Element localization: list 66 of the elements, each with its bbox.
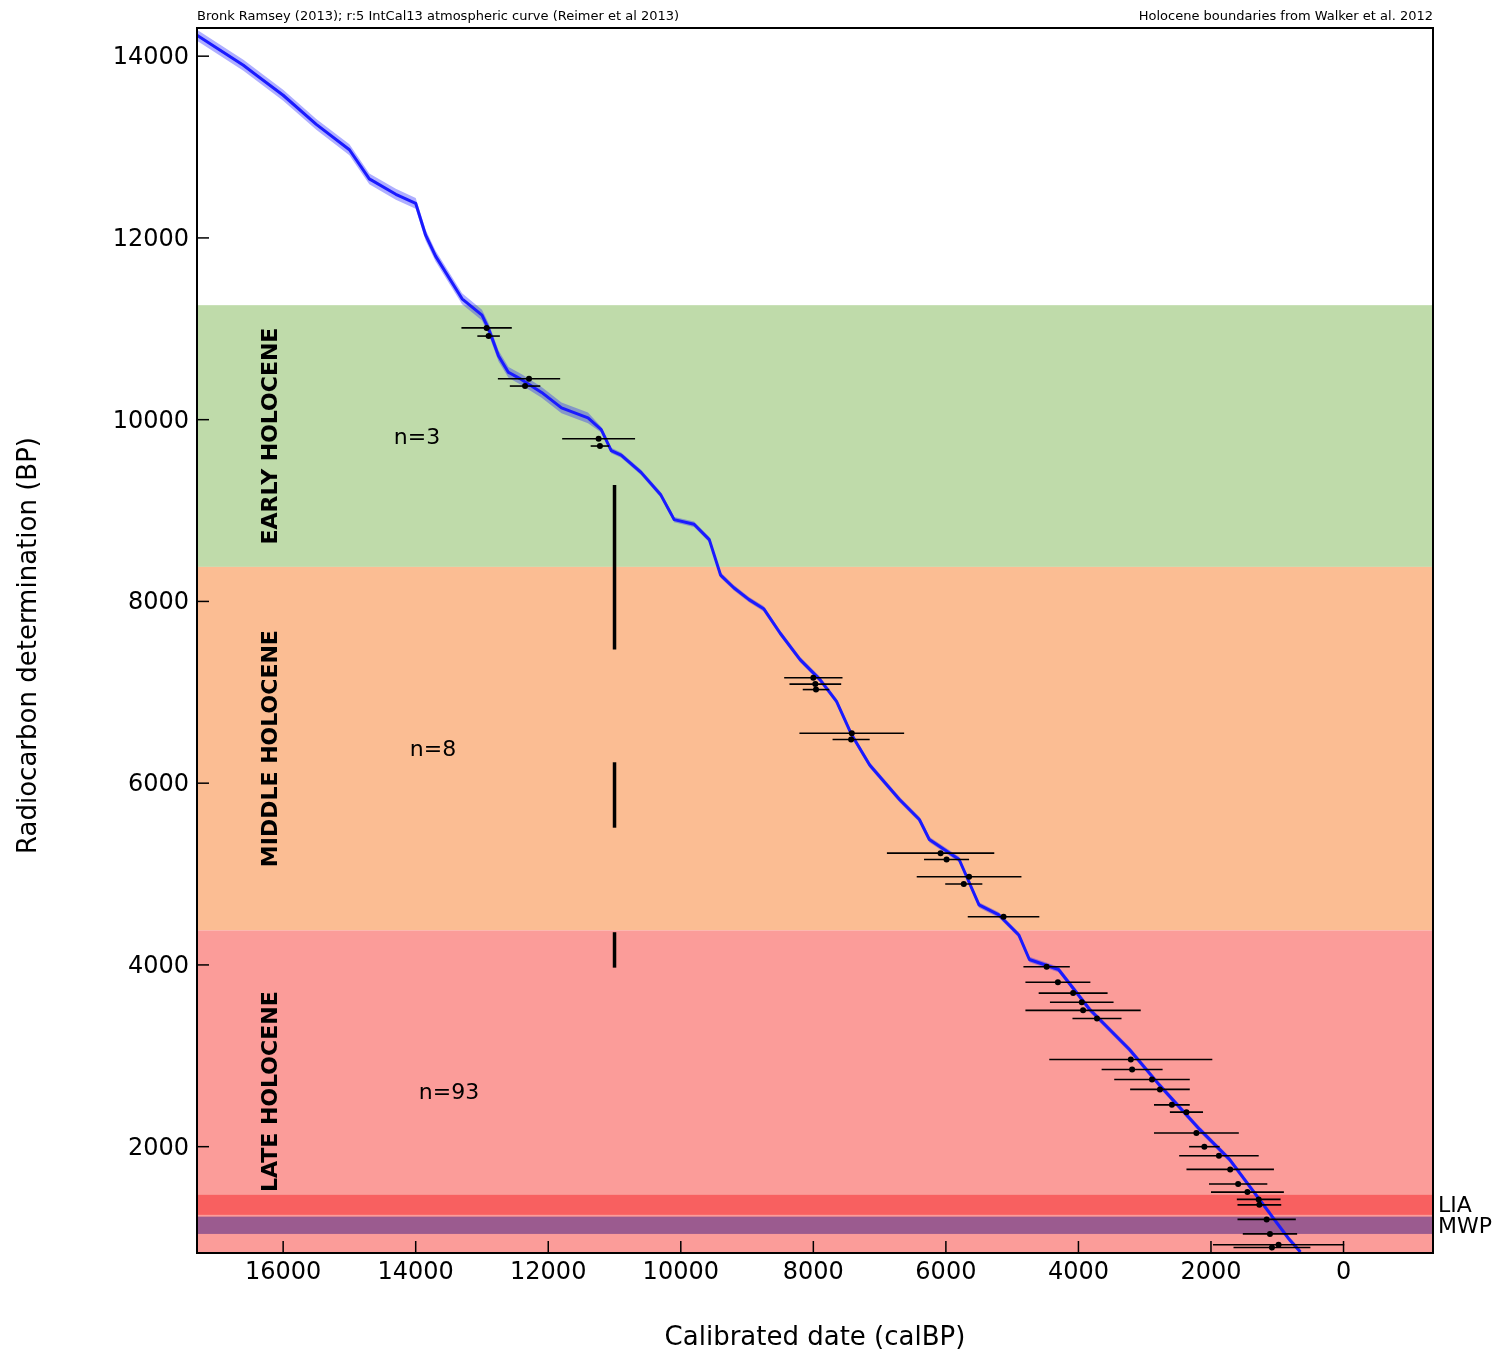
- band-label: MIDDLE HOLOCENE: [256, 630, 282, 868]
- point: [1235, 1180, 1242, 1187]
- point: [1043, 963, 1050, 970]
- x-tick-label: 2000: [1180, 1257, 1242, 1285]
- point: [1275, 1241, 1282, 1248]
- point: [1193, 1130, 1200, 1137]
- annotation: n=3: [393, 423, 441, 449]
- point: [960, 881, 967, 888]
- point: [1156, 1086, 1163, 1093]
- x-tick-label: 16000: [244, 1257, 322, 1285]
- point: [1227, 1166, 1234, 1173]
- point: [596, 443, 603, 450]
- point: [522, 383, 529, 390]
- point: [1183, 1109, 1190, 1116]
- point: [1070, 990, 1077, 997]
- x-tick-label: 6000: [915, 1257, 977, 1285]
- text: Bronk Ramsey (2013); r:5 IntCal13 atmospheric curve (Reimer et al 2013): [197, 8, 680, 23]
- point: [1127, 1056, 1134, 1063]
- point: [483, 324, 490, 331]
- x-tick-label: 4000: [1047, 1257, 1109, 1285]
- y-tick-label: 8000: [127, 587, 189, 616]
- point: [526, 375, 533, 382]
- point: [1255, 1196, 1262, 1203]
- point: [1149, 1076, 1155, 1083]
- y-tick-label: 6000: [127, 769, 189, 798]
- point: [1054, 979, 1061, 986]
- x-tick-label: 8000: [782, 1257, 844, 1285]
- annotation: n=93: [418, 1079, 480, 1105]
- point: [937, 850, 944, 857]
- band-label: LATE HOLOCENE: [256, 991, 282, 1193]
- point: [1244, 1189, 1251, 1196]
- x-tick-label: 14000: [377, 1257, 454, 1285]
- point: [1168, 1101, 1175, 1108]
- x-tick-label: 12000: [510, 1257, 587, 1285]
- y-tick-label: 14000: [112, 42, 189, 71]
- point: [1268, 1244, 1275, 1251]
- point: [1078, 999, 1085, 1006]
- point: [812, 686, 819, 693]
- y-tick-label: 12000: [112, 223, 189, 252]
- text: Holocene boundaries from Walker et al. 2012: [1138, 8, 1433, 23]
- point: [1201, 1143, 1208, 1150]
- annotation: n=8: [409, 736, 457, 762]
- point: [1256, 1201, 1263, 1208]
- point: [1093, 1015, 1100, 1022]
- point: [848, 736, 855, 743]
- point: [1000, 913, 1007, 920]
- y-tick-label: 10000: [112, 405, 189, 434]
- point: [1266, 1230, 1273, 1237]
- x-tick-label: 0: [1335, 1257, 1352, 1285]
- point: [810, 674, 817, 681]
- band-label: EARLY HOLOCENE: [256, 327, 282, 545]
- y-tick-label: 2000: [127, 1132, 189, 1161]
- point: [485, 333, 492, 340]
- point: [1129, 1066, 1136, 1073]
- point: [1080, 1007, 1087, 1014]
- x-axis-title: Calibrated date (calBP): [664, 1321, 966, 1351]
- y-tick-label: 4000: [127, 950, 189, 979]
- y-axis-title: Radiocarbon determination (BP): [12, 437, 42, 854]
- point: [966, 873, 973, 880]
- x-tick-label: 10000: [642, 1257, 719, 1285]
- point: [943, 856, 950, 863]
- point: [1263, 1216, 1270, 1223]
- point: [1215, 1152, 1222, 1159]
- point: [848, 730, 855, 737]
- point: [595, 435, 602, 442]
- point: [812, 681, 819, 688]
